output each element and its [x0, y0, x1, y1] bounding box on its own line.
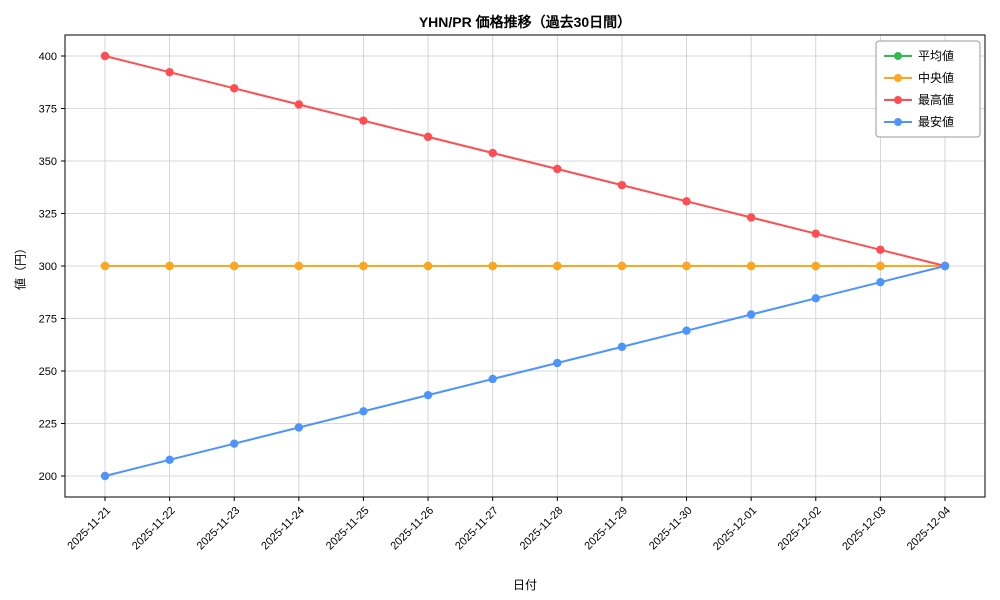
series-median-marker: [811, 261, 820, 271]
x-tick-label: 2025-11-21: [65, 505, 113, 553]
y-tick-label: 300: [39, 261, 57, 273]
series-min-marker: [746, 310, 756, 319]
legend-marker-average: [894, 52, 902, 60]
x-axis-label: 日付: [512, 578, 537, 592]
y-tick-label: 375: [39, 104, 57, 116]
series-median-marker: [294, 261, 304, 271]
x-tick-label: 2025-12-01: [711, 505, 759, 553]
series-min-marker: [423, 390, 433, 400]
x-tick-label: 2025-12-04: [905, 505, 953, 553]
series-median-marker: [617, 261, 627, 271]
series-min-line: [104, 265, 946, 477]
x-tick-label: 2025-11-27: [453, 505, 501, 553]
legend-label-average: 平均値: [918, 48, 954, 63]
series-max-marker: [811, 229, 820, 238]
legend-label-median: 中央値: [918, 70, 954, 85]
series-max-marker: [682, 197, 691, 206]
series-min-marker: [811, 294, 820, 303]
x-tick-label: 2025-11-29: [582, 505, 630, 553]
x-tick-label: 2025-11-24: [259, 505, 307, 553]
series-median-marker: [553, 261, 562, 271]
series-median-marker: [746, 261, 756, 271]
y-tick-label: 250: [39, 366, 57, 378]
series-median-marker: [230, 261, 239, 271]
series-max-marker: [746, 213, 756, 222]
x-tick-label: 2025-12-03: [840, 505, 888, 553]
x-tick-label: 2025-12-02: [776, 505, 824, 553]
series-min-marker: [488, 374, 497, 384]
series-max-marker: [165, 67, 174, 77]
series-max-marker: [488, 148, 497, 158]
series-min-marker: [617, 342, 627, 352]
x-tick-label: 2025-11-22: [130, 505, 178, 553]
legend-marker-min: [894, 118, 902, 126]
series-median-marker: [359, 261, 368, 271]
x-tick-label: 2025-11-26: [389, 505, 437, 553]
series-min-marker: [230, 439, 239, 448]
series-max-marker: [553, 164, 562, 174]
y-tick-label: 200: [39, 471, 57, 483]
series-min-marker: [553, 358, 562, 368]
series-max-line: [104, 55, 946, 267]
x-tick-label: 2025-11-25: [324, 505, 372, 553]
series-max-marker: [617, 180, 627, 190]
series-median-marker: [876, 261, 885, 271]
series-median-marker: [165, 261, 174, 271]
series-min-marker: [100, 471, 110, 481]
series-median-marker: [423, 261, 433, 271]
series-median-marker: [100, 261, 110, 271]
series-max-marker: [876, 245, 885, 255]
series-min-marker: [876, 277, 885, 287]
x-tick-label: 2025-11-23: [195, 505, 243, 553]
x-tick-label: 2025-11-30: [647, 505, 695, 553]
series-median-marker: [682, 261, 691, 271]
series-max-marker: [423, 132, 433, 142]
y-tick-label: 225: [39, 419, 57, 431]
series-min-marker: [359, 407, 368, 416]
legend-marker-max: [894, 96, 902, 104]
legend-label-min: 最安値: [918, 114, 954, 129]
y-tick-label: 325: [39, 209, 57, 221]
series-min-marker: [165, 455, 174, 465]
chart-title: YHN/PR 価格推移（過去30日間）: [418, 14, 632, 30]
y-tick-label: 350: [39, 156, 57, 168]
series-max-marker: [359, 116, 368, 125]
series-min-marker: [940, 261, 950, 271]
series-max-marker: [230, 84, 239, 93]
series-min-marker: [294, 423, 304, 432]
y-tick-label: 275: [39, 314, 57, 326]
legend-marker-median: [894, 74, 902, 82]
legend-label-max: 最高値: [918, 92, 954, 107]
series-min-marker: [682, 326, 691, 335]
y-tick-label: 400: [39, 51, 57, 63]
series-median-marker: [488, 261, 497, 271]
x-tick-label: 2025-11-28: [518, 505, 566, 553]
legend-box: [875, 40, 981, 138]
series-max-marker: [294, 100, 304, 109]
series-max-marker: [100, 51, 110, 61]
